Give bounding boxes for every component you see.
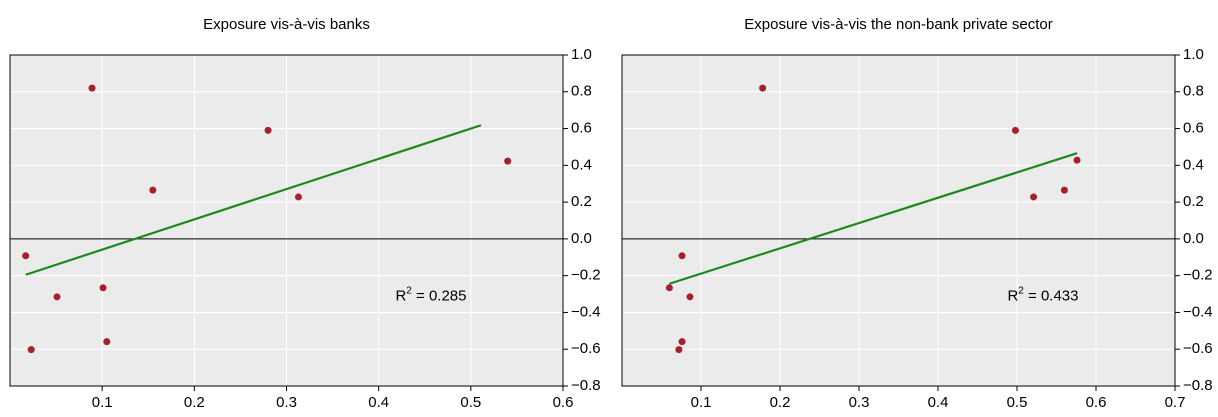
point <box>53 293 61 301</box>
y-tick-label: −0.8 <box>571 377 601 394</box>
point <box>665 284 673 292</box>
x-tick-label: 0.2 <box>184 394 205 411</box>
chart-title: Exposure vis-à-vis the non-bank private … <box>744 16 1052 33</box>
point <box>678 338 686 346</box>
y-tick-label: 0.0 <box>571 230 592 247</box>
point <box>103 338 111 346</box>
y-tick-label: 0.8 <box>1183 83 1204 100</box>
point <box>1011 126 1019 134</box>
point <box>22 252 30 260</box>
x-tick-label: 0.7 <box>1165 394 1186 411</box>
x-tick-label: 0.1 <box>92 394 113 411</box>
y-tick-label: 0.6 <box>571 120 592 137</box>
r-squared-value: = 0.433 <box>1024 288 1079 305</box>
x-tick-label: 0.6 <box>553 394 574 411</box>
x-tick-label: 0.1 <box>691 394 712 411</box>
y-tick-label: −0.4 <box>1183 303 1213 320</box>
plot-frame <box>621 54 1176 387</box>
r-squared-symbol: R <box>1007 288 1018 305</box>
point <box>504 157 512 165</box>
x-tick-label: 0.5 <box>1007 394 1028 411</box>
point <box>149 186 157 194</box>
y-tick-label: 0.4 <box>1183 156 1204 173</box>
r-squared-value: = 0.285 <box>412 288 467 305</box>
y-tick-label: 0.2 <box>571 193 592 210</box>
y-tick-label: −0.8 <box>1183 377 1213 394</box>
y-tick-label: −0.6 <box>1183 340 1213 357</box>
point <box>686 293 694 301</box>
y-tick-label: −0.4 <box>571 303 601 320</box>
point <box>27 346 35 354</box>
x-tick-label: 0.3 <box>276 394 297 411</box>
y-tick-label: 0.4 <box>571 156 592 173</box>
r-squared-exponent: 2 <box>1018 285 1024 296</box>
x-tick-label: 0.3 <box>849 394 870 411</box>
point <box>678 252 686 260</box>
trend-line <box>669 152 1078 285</box>
y-tick-label: 0.8 <box>571 83 592 100</box>
point <box>759 84 767 92</box>
y-tick-label: −0.2 <box>571 267 601 284</box>
x-tick-label: 0.4 <box>928 394 949 411</box>
point <box>1030 193 1038 201</box>
y-tick-label: 0.0 <box>1183 230 1204 247</box>
r-squared: R2 = 0.433 <box>1007 285 1078 304</box>
y-tick-label: 0.2 <box>1183 193 1204 210</box>
point <box>99 284 107 292</box>
y-tick-label: 1.0 <box>1183 46 1204 63</box>
y-tick-label: 0.6 <box>1183 120 1204 137</box>
point <box>88 84 96 92</box>
y-tick-label: −0.6 <box>571 340 601 357</box>
x-tick-label: 0.2 <box>770 394 791 411</box>
point <box>264 126 272 134</box>
trend-line <box>25 124 482 276</box>
r-squared: R2 = 0.285 <box>395 285 466 304</box>
plot-frame <box>9 54 564 387</box>
r-squared-exponent: 2 <box>406 285 412 296</box>
r-squared-symbol: R <box>395 288 406 305</box>
point <box>1060 186 1068 194</box>
point <box>675 346 683 354</box>
point <box>1073 156 1081 164</box>
x-tick-label: 0.5 <box>460 394 481 411</box>
x-tick-label: 0.4 <box>368 394 389 411</box>
y-tick-label: −0.2 <box>1183 267 1213 284</box>
plot-area <box>622 55 1175 386</box>
chart-title: Exposure vis-à-vis banks <box>203 16 370 33</box>
x-tick-label: 0.6 <box>1086 394 1107 411</box>
point <box>294 193 302 201</box>
y-tick-label: 1.0 <box>571 46 592 63</box>
